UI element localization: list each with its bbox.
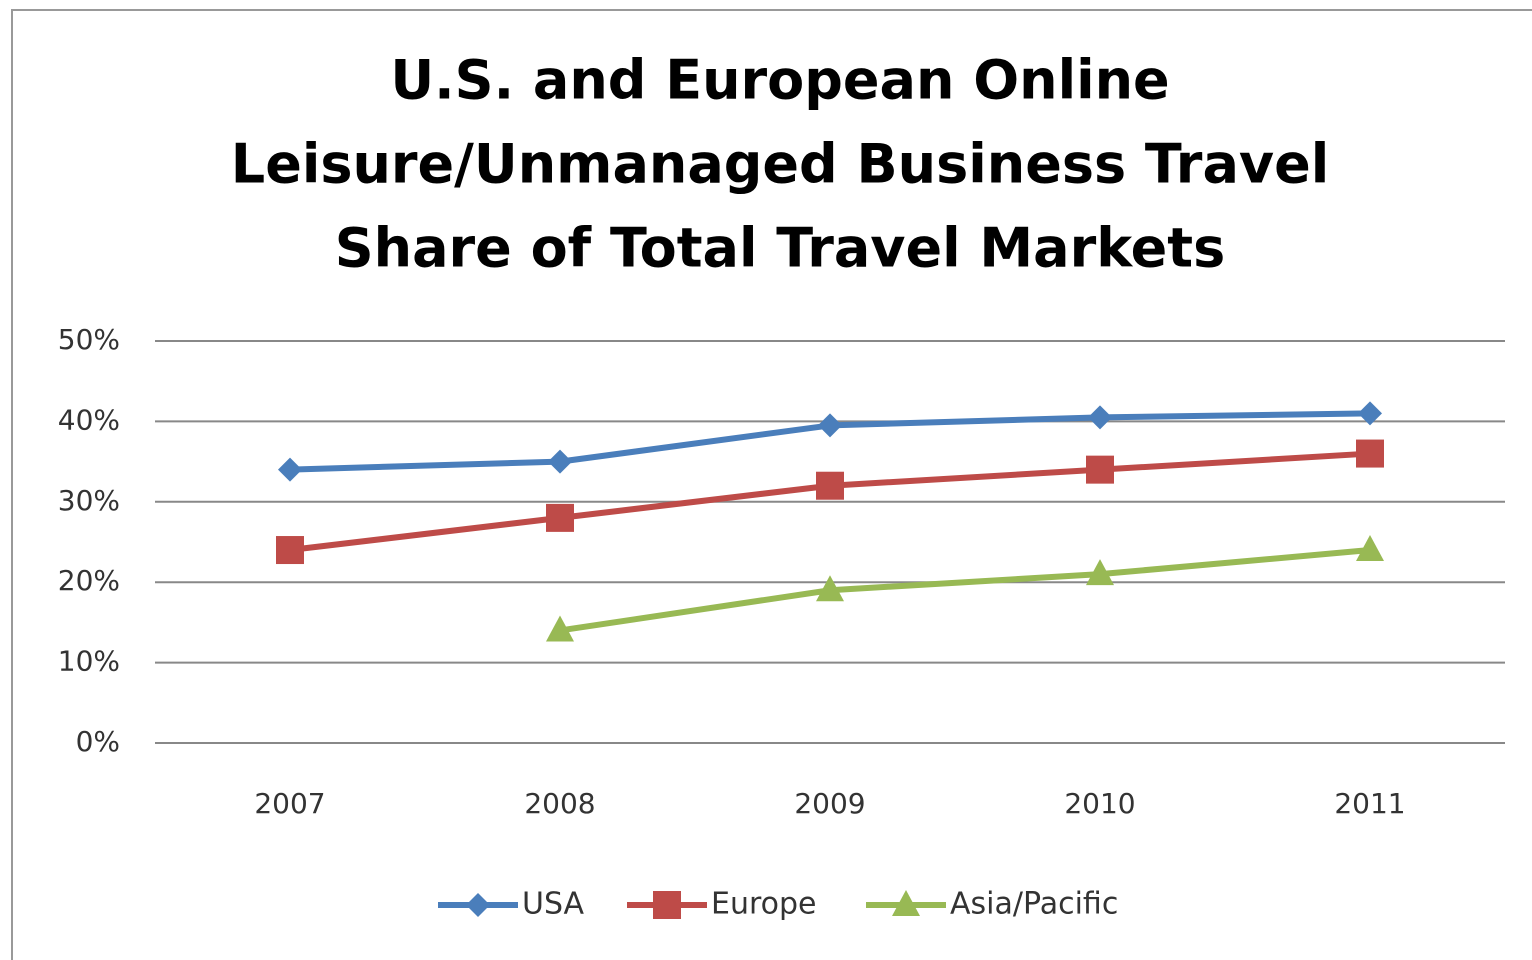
legend-marker	[653, 891, 681, 919]
y-tick-label: 40%	[58, 403, 120, 436]
chart-title: U.S. and European Online	[390, 49, 1169, 112]
legend-marker	[892, 890, 920, 916]
marker	[816, 575, 844, 602]
x-tick-label: 2011	[1334, 787, 1405, 820]
y-tick-label: 0%	[76, 725, 120, 758]
x-tick-label: 2008	[524, 787, 595, 820]
marker	[1356, 439, 1384, 468]
chart-frame	[11, 9, 1532, 960]
marker	[1358, 401, 1382, 426]
y-tick-label: 10%	[58, 645, 120, 678]
legend-label: Asia/Pacific	[950, 887, 1118, 922]
marker	[546, 503, 574, 532]
marker	[546, 615, 574, 642]
y-tick-label: 30%	[58, 484, 120, 517]
marker	[548, 449, 572, 474]
chart-title: Leisure/Unmanaged Business Travel	[231, 133, 1329, 196]
y-tick-label: 50%	[58, 323, 120, 356]
marker	[1356, 535, 1384, 562]
x-tick-label: 2007	[254, 787, 325, 820]
marker	[276, 536, 304, 565]
y-tick-label: 20%	[58, 564, 120, 597]
chart-title: Share of Total Travel Markets	[335, 217, 1226, 280]
legend-marker	[466, 893, 490, 917]
x-tick-label: 2010	[1064, 787, 1135, 820]
marker	[1088, 405, 1112, 430]
marker	[1086, 559, 1114, 586]
marker	[818, 413, 842, 438]
marker	[816, 471, 844, 500]
marker	[1086, 455, 1114, 484]
marker	[278, 457, 302, 482]
legend-label: Europe	[711, 887, 817, 922]
x-tick-label: 2009	[794, 787, 865, 820]
legend-label: USA	[522, 887, 585, 922]
series-line	[559, 547, 1371, 634]
